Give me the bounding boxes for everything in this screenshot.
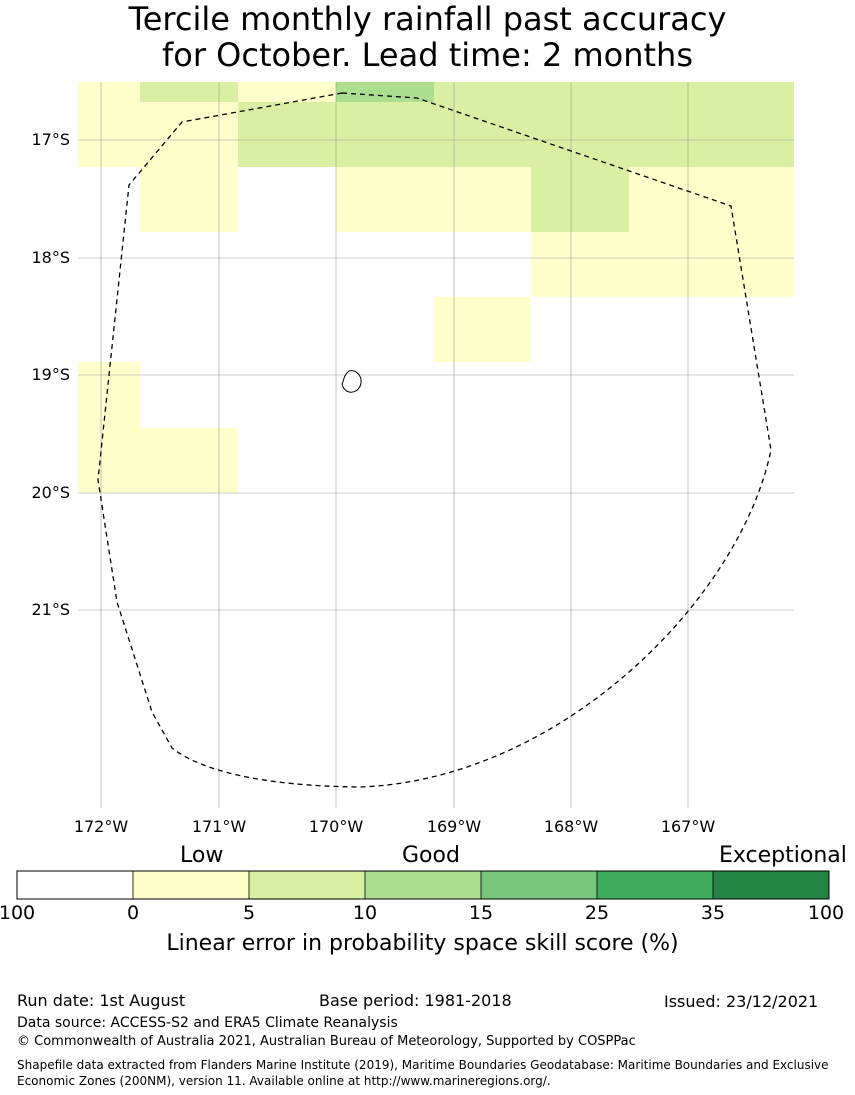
colorbar-tick: 15 <box>468 902 494 924</box>
colorbar-label: Linear error in probability space skill … <box>166 931 679 956</box>
cell-low <box>78 82 140 167</box>
lon-label: 167°W <box>661 817 716 836</box>
cell-good <box>336 102 434 167</box>
cell-good <box>434 82 794 167</box>
cell-low <box>531 232 794 297</box>
lon-label: 168°W <box>544 817 599 836</box>
colorbar-tick: 0 <box>126 902 140 924</box>
cell-low <box>238 82 336 102</box>
cell-low <box>78 362 140 493</box>
chart-title-line-2: for October. Lead time: 2 months <box>162 36 693 74</box>
copyright: © Commonwealth of Australia 2021, Austra… <box>17 1034 636 1049</box>
lon-label: 169°W <box>427 817 482 836</box>
legend-category-low: Low <box>180 843 224 868</box>
cell-good <box>336 82 434 102</box>
cell-low <box>336 167 531 232</box>
shapefile-credit-line-2: Economic Zones (200NM), version 11. Avai… <box>17 1074 551 1088</box>
colorbar-tick: 100 <box>0 902 36 924</box>
colorbar <box>16 870 830 900</box>
cell-low <box>629 167 794 232</box>
lat-label: 18°S <box>31 248 70 267</box>
issued-date: Issued: 23/12/2021 <box>664 992 819 1011</box>
lat-label: 17°S <box>31 130 70 149</box>
data-source: Data source: ACCESS-S2 and ERA5 Climate … <box>17 1015 398 1031</box>
base-period: Base period: 1981-2018 <box>319 991 512 1010</box>
cell-good <box>140 82 238 102</box>
lon-label: 172°W <box>74 817 129 836</box>
colorbar-tick: 35 <box>700 902 726 924</box>
colorbar-tick: 25 <box>584 902 610 924</box>
colorbar-tick: 10 <box>352 902 378 924</box>
cell-good <box>531 167 629 232</box>
skill-score-cells <box>78 82 794 493</box>
cell-low <box>140 428 238 493</box>
eez-boundary <box>97 92 772 788</box>
graticule <box>78 82 794 808</box>
shapefile-credit-line-1: Shapefile data extracted from Flanders M… <box>17 1058 829 1072</box>
cell-low <box>140 102 238 232</box>
colorbar-tick: 100 <box>807 902 845 924</box>
legend-category-exceptional: Exceptional <box>719 843 847 868</box>
lat-label: 20°S <box>31 483 70 502</box>
lat-label: 21°S <box>31 600 70 619</box>
legend-category-good: Good <box>402 843 460 868</box>
lat-label: 19°S <box>31 365 70 384</box>
chart-title-line-1: Tercile monthly rainfall past accuracy <box>128 0 727 38</box>
lon-label: 170°W <box>309 817 364 836</box>
niue-island <box>341 370 362 393</box>
colorbar-tick: 5 <box>242 902 256 924</box>
lon-label: 171°W <box>192 817 247 836</box>
cell-low <box>434 297 531 362</box>
cell-good <box>238 102 336 167</box>
run-date: Run date: 1st August <box>17 991 186 1010</box>
